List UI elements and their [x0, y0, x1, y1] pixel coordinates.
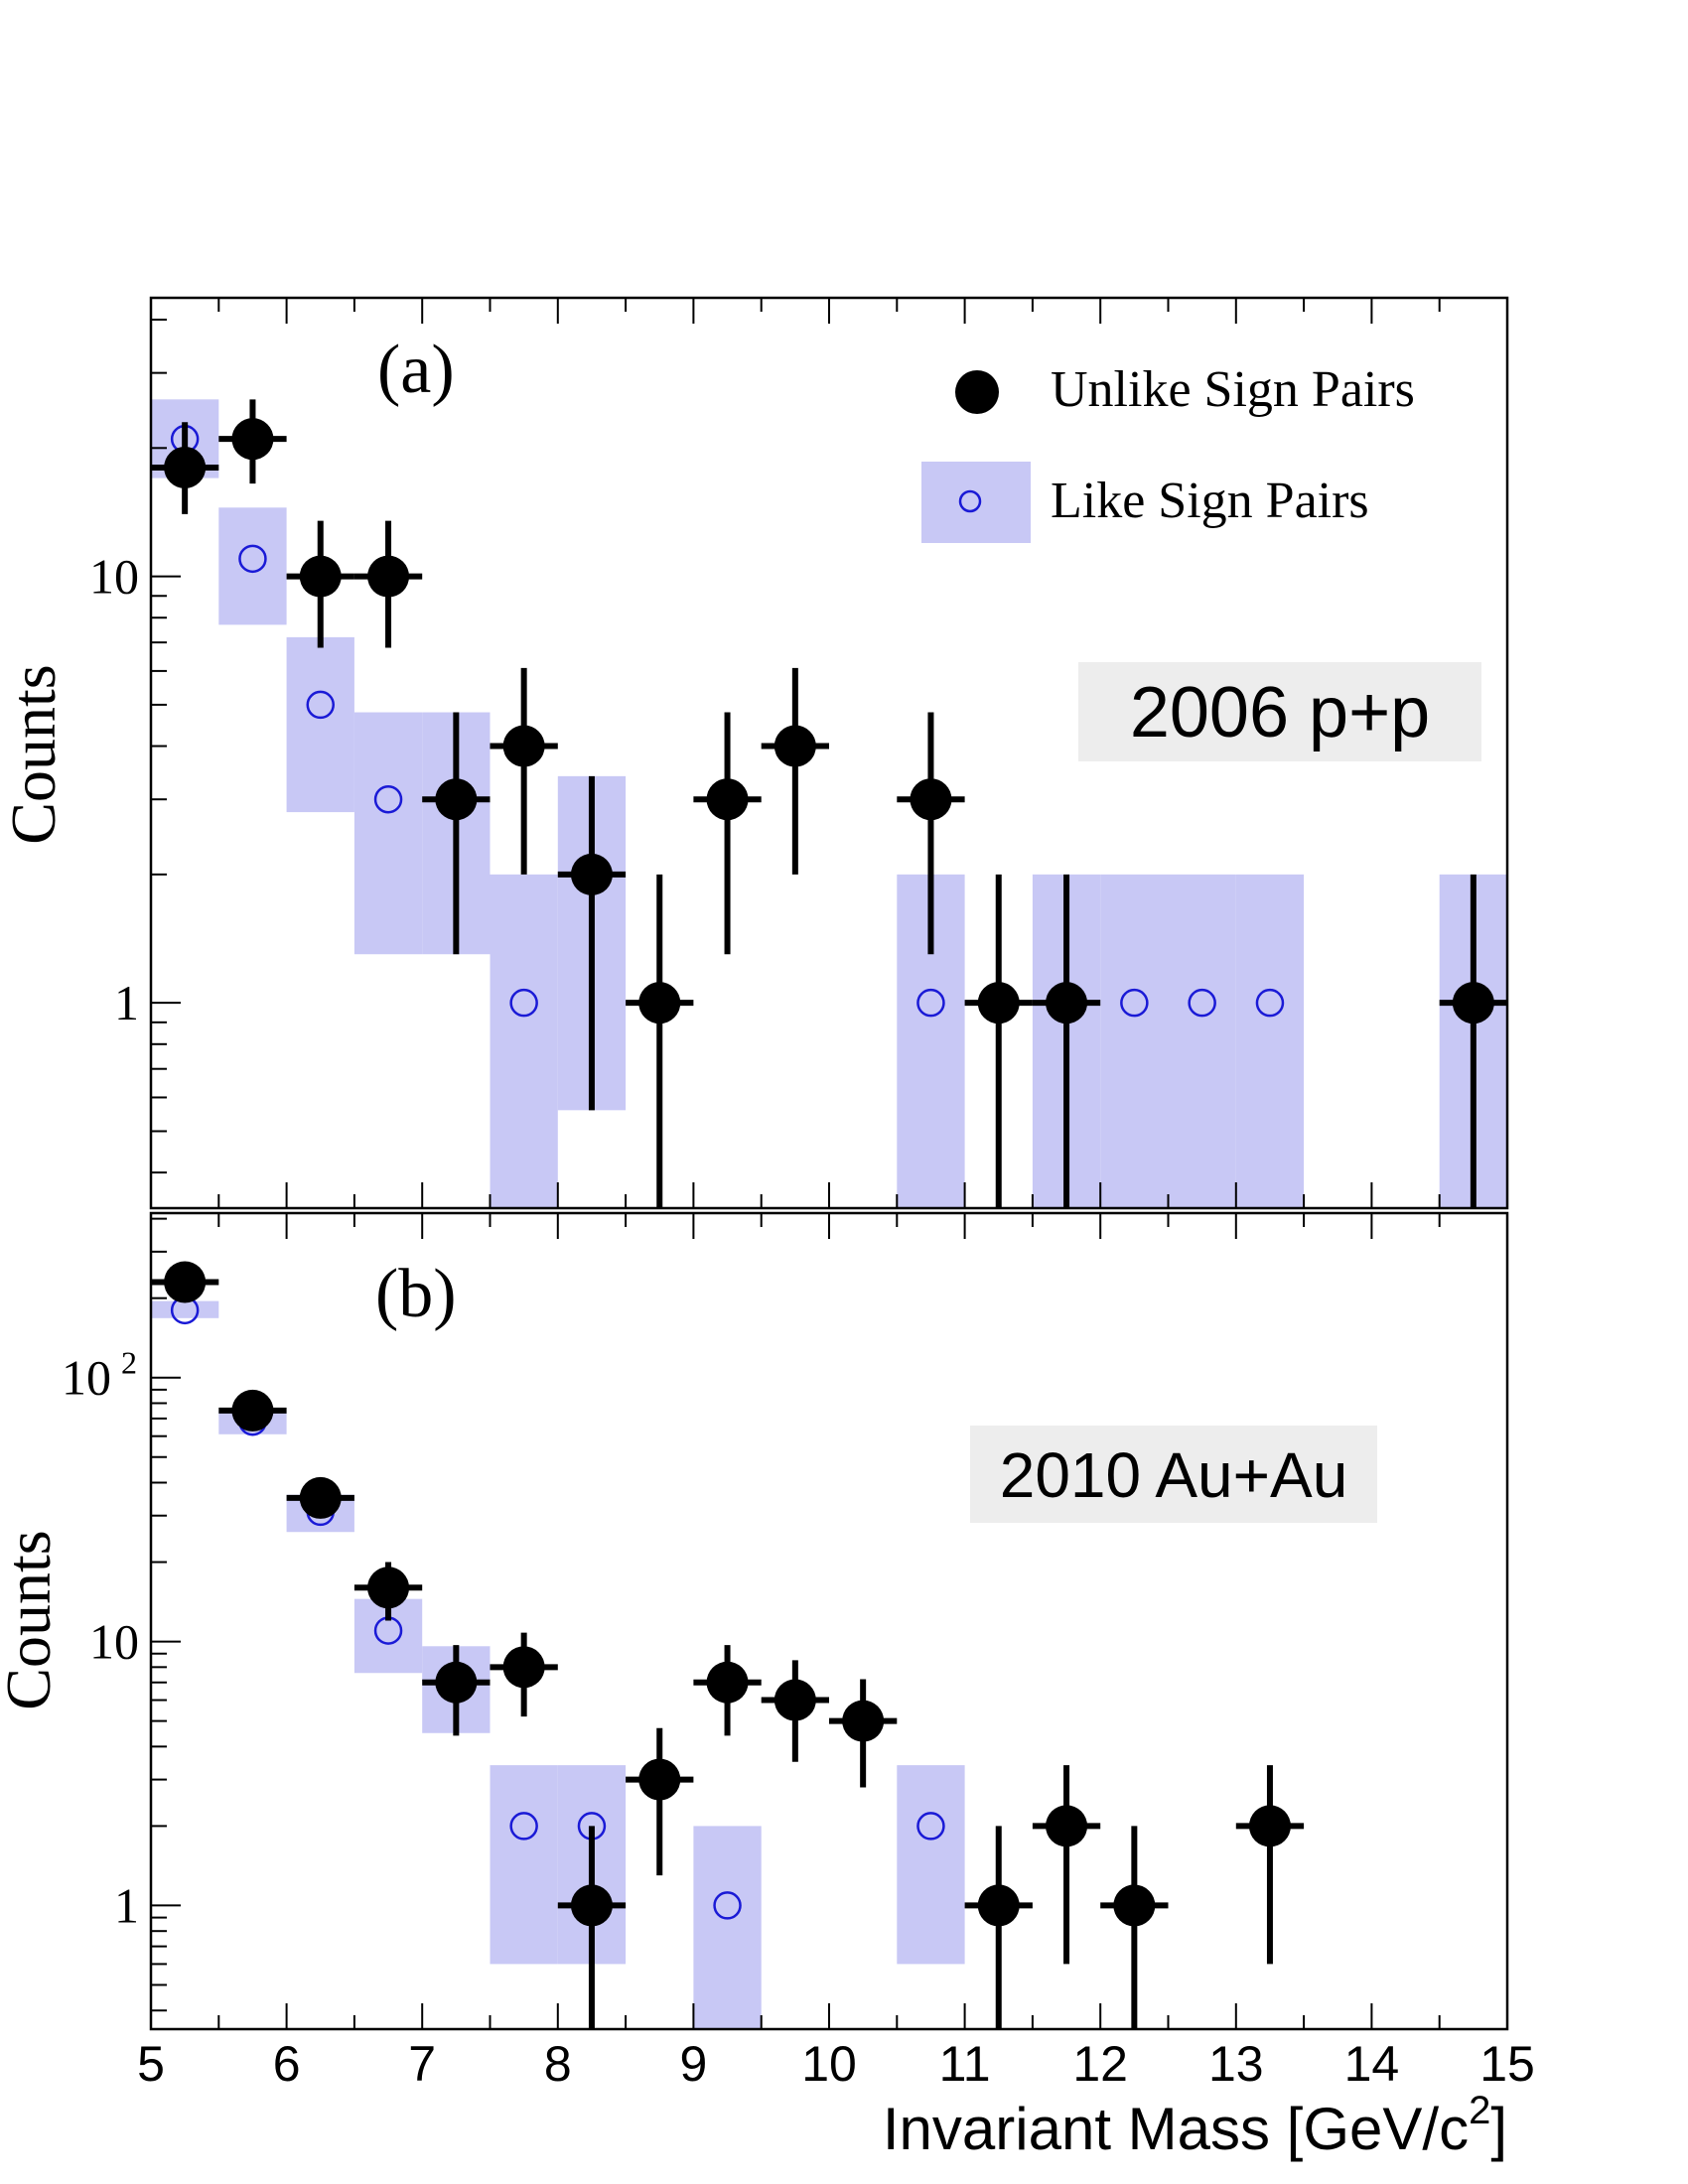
like-sign-box — [1100, 874, 1169, 1208]
unlike-sign-point — [502, 725, 545, 767]
unlike-sign-point — [570, 1884, 613, 1927]
unlike-sign-point — [299, 1476, 342, 1519]
y-tick-label: 1 — [114, 1877, 139, 1933]
x-axis-title: Invariant Mass [GeV/c2] — [883, 2089, 1507, 2162]
legend-like-label: Like Sign Pairs — [1051, 473, 1369, 529]
unlike-sign-point — [1113, 1884, 1156, 1927]
like-sign-box — [286, 636, 354, 813]
like-sign-box — [218, 507, 287, 625]
x-tick-label: 8 — [544, 2036, 572, 2092]
like-sign-box — [151, 1300, 219, 1318]
like-sign-point — [1120, 988, 1149, 1018]
unlike-sign-point — [502, 1646, 545, 1689]
x-tick-label: 6 — [273, 2036, 301, 2092]
panel-b-label: (b) — [375, 1256, 457, 1332]
panel-b-dataset-box — [970, 1426, 1377, 1523]
legend-unlike-label: Unlike Sign Pairs — [1051, 361, 1415, 418]
unlike-sign-point — [706, 1661, 749, 1704]
unlike-sign-point — [367, 555, 410, 598]
unlike-sign-point — [706, 778, 749, 821]
panel-a-dataset-label: 2006 p+p — [1130, 673, 1430, 752]
unlike-sign-point — [774, 725, 816, 767]
y-tick-label: 10 — [62, 1350, 111, 1406]
like-sign-box — [490, 874, 558, 1208]
like-sign-box — [490, 1765, 558, 1965]
legend-unlike-marker — [955, 370, 999, 414]
y-tick-label: 10 — [89, 549, 139, 605]
y-tick-label: 10 — [89, 1614, 139, 1670]
unlike-sign-point — [638, 982, 681, 1024]
like-sign-point — [1188, 988, 1216, 1018]
unlike-sign-point — [1046, 1805, 1088, 1847]
unlike-sign-point — [977, 982, 1020, 1024]
unlike-sign-point — [1046, 982, 1088, 1024]
y-tick-label: 1 — [114, 975, 139, 1030]
unlike-sign-point — [1248, 1805, 1291, 1847]
like-sign-box — [693, 1826, 762, 2029]
legend-entry-unlike: Unlike Sign Pairs — [955, 361, 1415, 418]
x-axis-title-end: ] — [1490, 2096, 1507, 2162]
legend: Unlike Sign Pairs Like Sign Pairs — [921, 361, 1415, 543]
y-tick-label-exponent: 2 — [121, 1345, 137, 1381]
like-sign-box — [897, 1765, 965, 1965]
unlike-sign-point — [570, 853, 613, 895]
like-sign-point — [373, 784, 403, 814]
panel-a-points — [151, 399, 1507, 1208]
panel-b-dataset-label: 2010 Au+Au — [1000, 1439, 1348, 1511]
panel-b-ticks: 5 6 7 8 9 10 11 12 13 14 15 1 10 10 2 — [62, 1213, 1535, 2092]
panel-b-points — [151, 1261, 1305, 2029]
panel-b: 5 6 7 8 9 10 11 12 13 14 15 1 10 10 2 (b) Counts 2010 … — [0, 1211, 1535, 2092]
panel-b-frame — [149, 1211, 1509, 2031]
like-sign-point — [1255, 988, 1285, 1018]
unlike-sign-point — [977, 1884, 1020, 1927]
unlike-sign-point — [299, 555, 342, 598]
unlike-sign-point — [231, 418, 274, 461]
like-sign-box — [1168, 874, 1236, 1208]
like-sign-point — [916, 1812, 945, 1841]
unlike-sign-point — [774, 1679, 816, 1721]
x-tick-label: 13 — [1208, 2036, 1264, 2092]
panel-a-dataset-box — [1078, 662, 1481, 761]
x-tick-label: 15 — [1479, 2036, 1535, 2092]
like-sign-point — [238, 544, 267, 574]
panel-a-label: (a) — [377, 332, 455, 408]
x-tick-label: 5 — [137, 2036, 165, 2092]
unlike-sign-point — [164, 1261, 207, 1303]
unlike-sign-point — [1452, 982, 1494, 1024]
unlike-sign-point — [435, 1661, 478, 1704]
x-tick-label: 7 — [408, 2036, 436, 2092]
panel-a-ticks: 1 10 — [89, 298, 1508, 1208]
x-tick-label: 14 — [1344, 2036, 1400, 2092]
panel-a-frame — [149, 296, 1509, 1210]
legend-like-box — [921, 462, 1031, 543]
x-axis-title-main: Invariant Mass [GeV/c — [883, 2096, 1469, 2162]
like-sign-box — [353, 712, 423, 955]
unlike-sign-point — [910, 778, 952, 821]
unlike-sign-point — [435, 778, 478, 821]
like-sign-point — [509, 1812, 538, 1841]
unlike-sign-point — [638, 1758, 681, 1801]
like-sign-point — [713, 1891, 742, 1920]
unlike-sign-point — [231, 1389, 274, 1432]
legend-entry-like: Like Sign Pairs — [921, 462, 1369, 543]
panel-a-ylabel: Counts — [0, 664, 69, 844]
like-sign-point — [306, 690, 335, 720]
x-tick-label: 9 — [679, 2036, 707, 2092]
like-sign-point — [916, 988, 945, 1018]
unlike-sign-point — [842, 1700, 885, 1742]
panel-b-ylabel: Counts — [0, 1530, 64, 1709]
x-axis-title-sup: 2 — [1469, 2089, 1490, 2132]
like-sign-box — [1235, 874, 1305, 1208]
legend-like-marker — [958, 489, 982, 513]
panel-a: 1 10 (a) Counts 2006 p+p Unlike Sign Pair… — [0, 296, 1509, 1210]
unlike-sign-point — [367, 1567, 410, 1609]
x-tick-label: 11 — [939, 2036, 991, 2092]
x-tick-label: 10 — [801, 2036, 857, 2092]
x-tick-label: 12 — [1072, 2036, 1128, 2092]
unlike-sign-point — [164, 446, 207, 488]
like-sign-point — [509, 988, 538, 1018]
